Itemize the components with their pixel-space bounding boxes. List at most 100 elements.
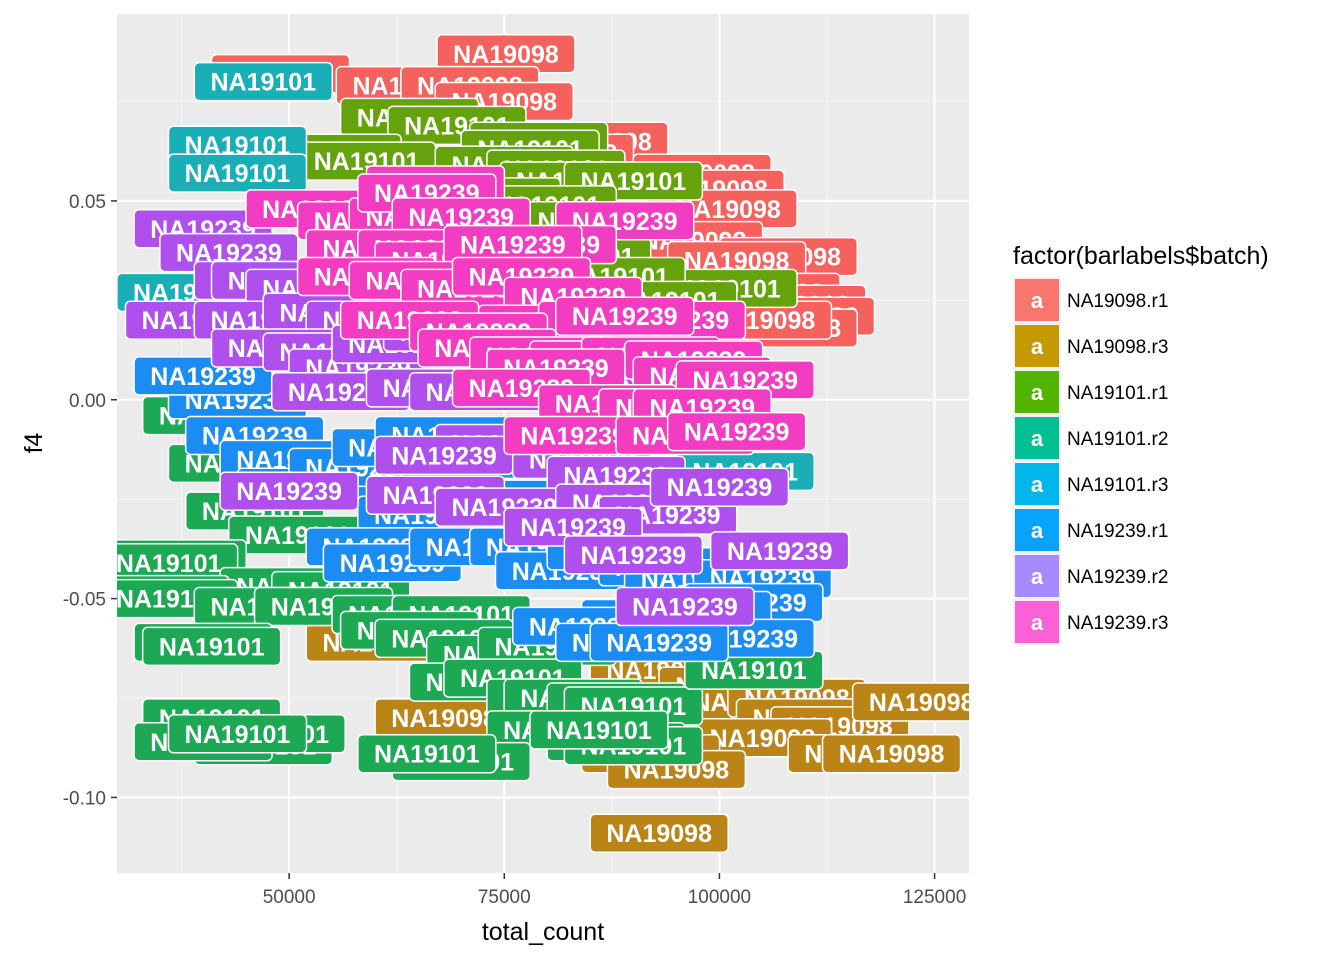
legend-key-glyph: a (1031, 288, 1044, 313)
label-text: NA19101 (210, 69, 316, 97)
label-text: NA19101 (185, 721, 291, 749)
y-tick-label: -0.10 (63, 788, 106, 809)
legend-label: NA19101.r2 (1067, 429, 1168, 450)
legend-item: a NA19101.r1 (1013, 369, 1168, 415)
label-point: NA19098 (821, 733, 962, 774)
label-box (666, 411, 807, 452)
label-text: NA19098 (606, 820, 712, 848)
label-box (141, 626, 282, 667)
legend-label: NA19239.r2 (1067, 567, 1168, 588)
label-text: NA19101 (546, 717, 652, 745)
legend-key-box (1015, 601, 1059, 643)
label-point: NA19101 (116, 543, 239, 583)
legend-label: NA19098.r3 (1067, 337, 1168, 358)
legend-item: a NA19239.r2 (1013, 553, 1168, 599)
legend-key-glyph: a (1031, 564, 1044, 589)
label-box (615, 586, 755, 627)
label-text: NA19239 (581, 542, 687, 570)
legend-item: a NA19101.r2 (1013, 415, 1168, 461)
label-box (167, 714, 308, 754)
label-text: NA19239 (391, 442, 497, 470)
label-text: NA19239 (667, 474, 773, 502)
label-box (851, 682, 969, 722)
label-point: NA19101 (193, 61, 334, 102)
label-point: NA19098 (589, 813, 729, 853)
legend-label: NA19101.r1 (1067, 383, 1168, 404)
legend-item: a NA19098.r3 (1013, 323, 1168, 369)
label-point: NA19239 (563, 535, 704, 575)
legend: factor(barlabels$batch) a NA19098.r1 a NA19… (1013, 242, 1269, 645)
label-box (821, 733, 962, 774)
label-point: NA19239 (374, 435, 514, 476)
label-point: NA19101 (529, 710, 669, 750)
y-tick-label: -0.05 (63, 590, 106, 611)
legend-key-box (1015, 279, 1059, 321)
label-box (649, 467, 790, 507)
legend-label: NA19239.r3 (1067, 613, 1168, 634)
label-point: NA19239 (443, 224, 583, 265)
legend-item: a NA19101.r3 (1013, 461, 1168, 507)
x-tick-label: 125000 (903, 887, 966, 908)
label-text: NA19239 (632, 594, 738, 622)
label-point: NA19239 (615, 586, 755, 627)
legend-title: factor(barlabels$batch) (1013, 242, 1269, 270)
label-text: NA19239 (236, 478, 342, 506)
y-tick-label: 0.05 (69, 192, 106, 213)
label-point: NA19101 (357, 733, 497, 774)
label-box (563, 535, 704, 575)
label-text: NA19101 (374, 741, 480, 769)
x-axis-ticks: 50000 75000 100000 125000 (263, 873, 966, 908)
legend-item: a NA19098.r1 (1013, 277, 1168, 323)
label-box (529, 710, 669, 750)
x-axis-title: total_count (482, 918, 604, 946)
label-point: NA19239 (649, 467, 790, 507)
y-axis-ticks: 0.05 0.00 -0.05 -0.10 (63, 192, 117, 809)
label-point: NA19098 (374, 698, 514, 738)
label-text: NA19239 (684, 419, 790, 447)
label-text: NA19098 (839, 741, 945, 769)
legend-key-glyph: a (1031, 518, 1044, 543)
label-text: NA19239 (460, 232, 566, 260)
label-text: NA19239 (606, 629, 712, 657)
legend-key-box (1015, 417, 1059, 459)
legend-key-box (1015, 371, 1059, 413)
label-text: NA19098 (453, 41, 559, 69)
legend-key-box (1015, 325, 1059, 367)
label-text: NA19101 (185, 160, 291, 188)
label-box (167, 153, 308, 193)
label-text: NA19239 (520, 423, 626, 451)
x-tick-label: 100000 (688, 887, 751, 908)
legend-key-box (1015, 463, 1059, 505)
label-box (193, 61, 334, 102)
label-text: NA19098 (391, 705, 497, 733)
legend-item: a NA19239.r1 (1013, 507, 1168, 553)
x-tick-label: 50000 (263, 887, 316, 908)
label-box (555, 296, 695, 336)
label-point: NA19101 (141, 626, 282, 667)
label-point: NA19239 (589, 622, 729, 663)
legend-item: a NA19239.r3 (1013, 599, 1168, 645)
label-text: NA19239 (572, 303, 678, 331)
label-box (357, 733, 497, 774)
label-text: NA19101 (116, 550, 222, 578)
label-point: NA19239 (709, 531, 850, 571)
legend-label: NA19098.r1 (1067, 291, 1168, 312)
label-point: NA19239 (503, 415, 643, 456)
legend-key-glyph: a (1031, 472, 1044, 497)
legend-label: NA19239.r1 (1067, 521, 1168, 542)
label-text: NA19098 (869, 689, 975, 717)
label-box (709, 531, 850, 571)
legend-key-box (1015, 509, 1059, 551)
label-point: NA19101 (167, 714, 308, 754)
label-point: NA19098 (851, 682, 975, 722)
label-box (589, 813, 729, 853)
legend-key-glyph: a (1031, 380, 1044, 405)
label-box (219, 471, 359, 511)
label-point: NA19239 (219, 471, 359, 511)
legend-key-glyph: a (1031, 426, 1044, 451)
legend-key-box (1015, 555, 1059, 597)
label-text: NA19101 (159, 633, 265, 661)
legend-label: NA19101.r3 (1067, 475, 1168, 496)
y-tick-label: 0.00 (69, 391, 106, 412)
